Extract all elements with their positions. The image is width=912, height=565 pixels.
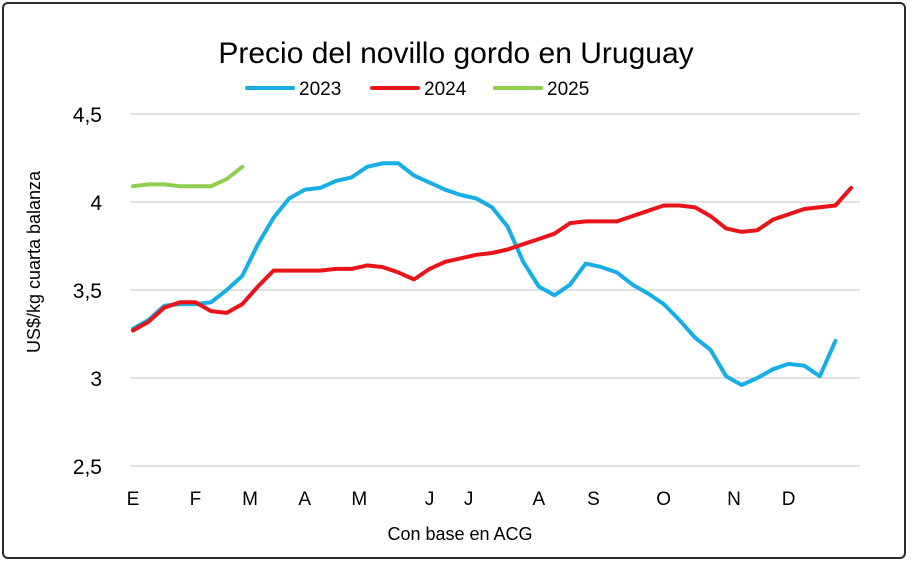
chart-title: Precio del novillo gordo en Uruguay xyxy=(218,37,693,70)
legend-label-2023: 2023 xyxy=(299,79,341,100)
legend: 2023 2024 2025 xyxy=(245,79,589,100)
grid-lines xyxy=(130,113,860,467)
series-line-2024 xyxy=(131,185,853,333)
x-tick-label: F xyxy=(190,489,202,510)
legend-label-2024: 2024 xyxy=(424,79,467,100)
x-tick-label: A xyxy=(298,489,311,510)
y-tick-label: 3,5 xyxy=(73,280,102,303)
x-tick-label: N xyxy=(727,489,741,510)
x-tick-label: J xyxy=(425,489,435,510)
series-line-2025 xyxy=(131,164,245,189)
x-tick-label: D xyxy=(782,489,796,510)
legend-label-2025: 2025 xyxy=(547,79,589,100)
x-tick-label: J xyxy=(464,489,474,510)
y-tick-label: 3 xyxy=(90,368,102,391)
series-line-2023 xyxy=(131,161,838,387)
x-tick-label: S xyxy=(587,489,600,510)
x-tick-label: E xyxy=(127,489,140,510)
y-tick-label: 4 xyxy=(90,192,102,215)
x-axis-label: Con base en ACG xyxy=(387,524,532,544)
y-axis-label: US$/kg cuarta balanza xyxy=(24,170,44,353)
x-tick-label: A xyxy=(532,489,545,510)
x-tick-label: O xyxy=(656,489,671,510)
x-tick-label: M xyxy=(351,489,367,510)
y-tick-label: 4,5 xyxy=(73,104,102,127)
x-tick-label: M xyxy=(242,489,258,510)
y-axis-ticks: 2,5 3 3,5 4 4,5 xyxy=(73,104,103,479)
series-lines xyxy=(131,161,853,387)
y-tick-label: 2,5 xyxy=(73,456,102,479)
